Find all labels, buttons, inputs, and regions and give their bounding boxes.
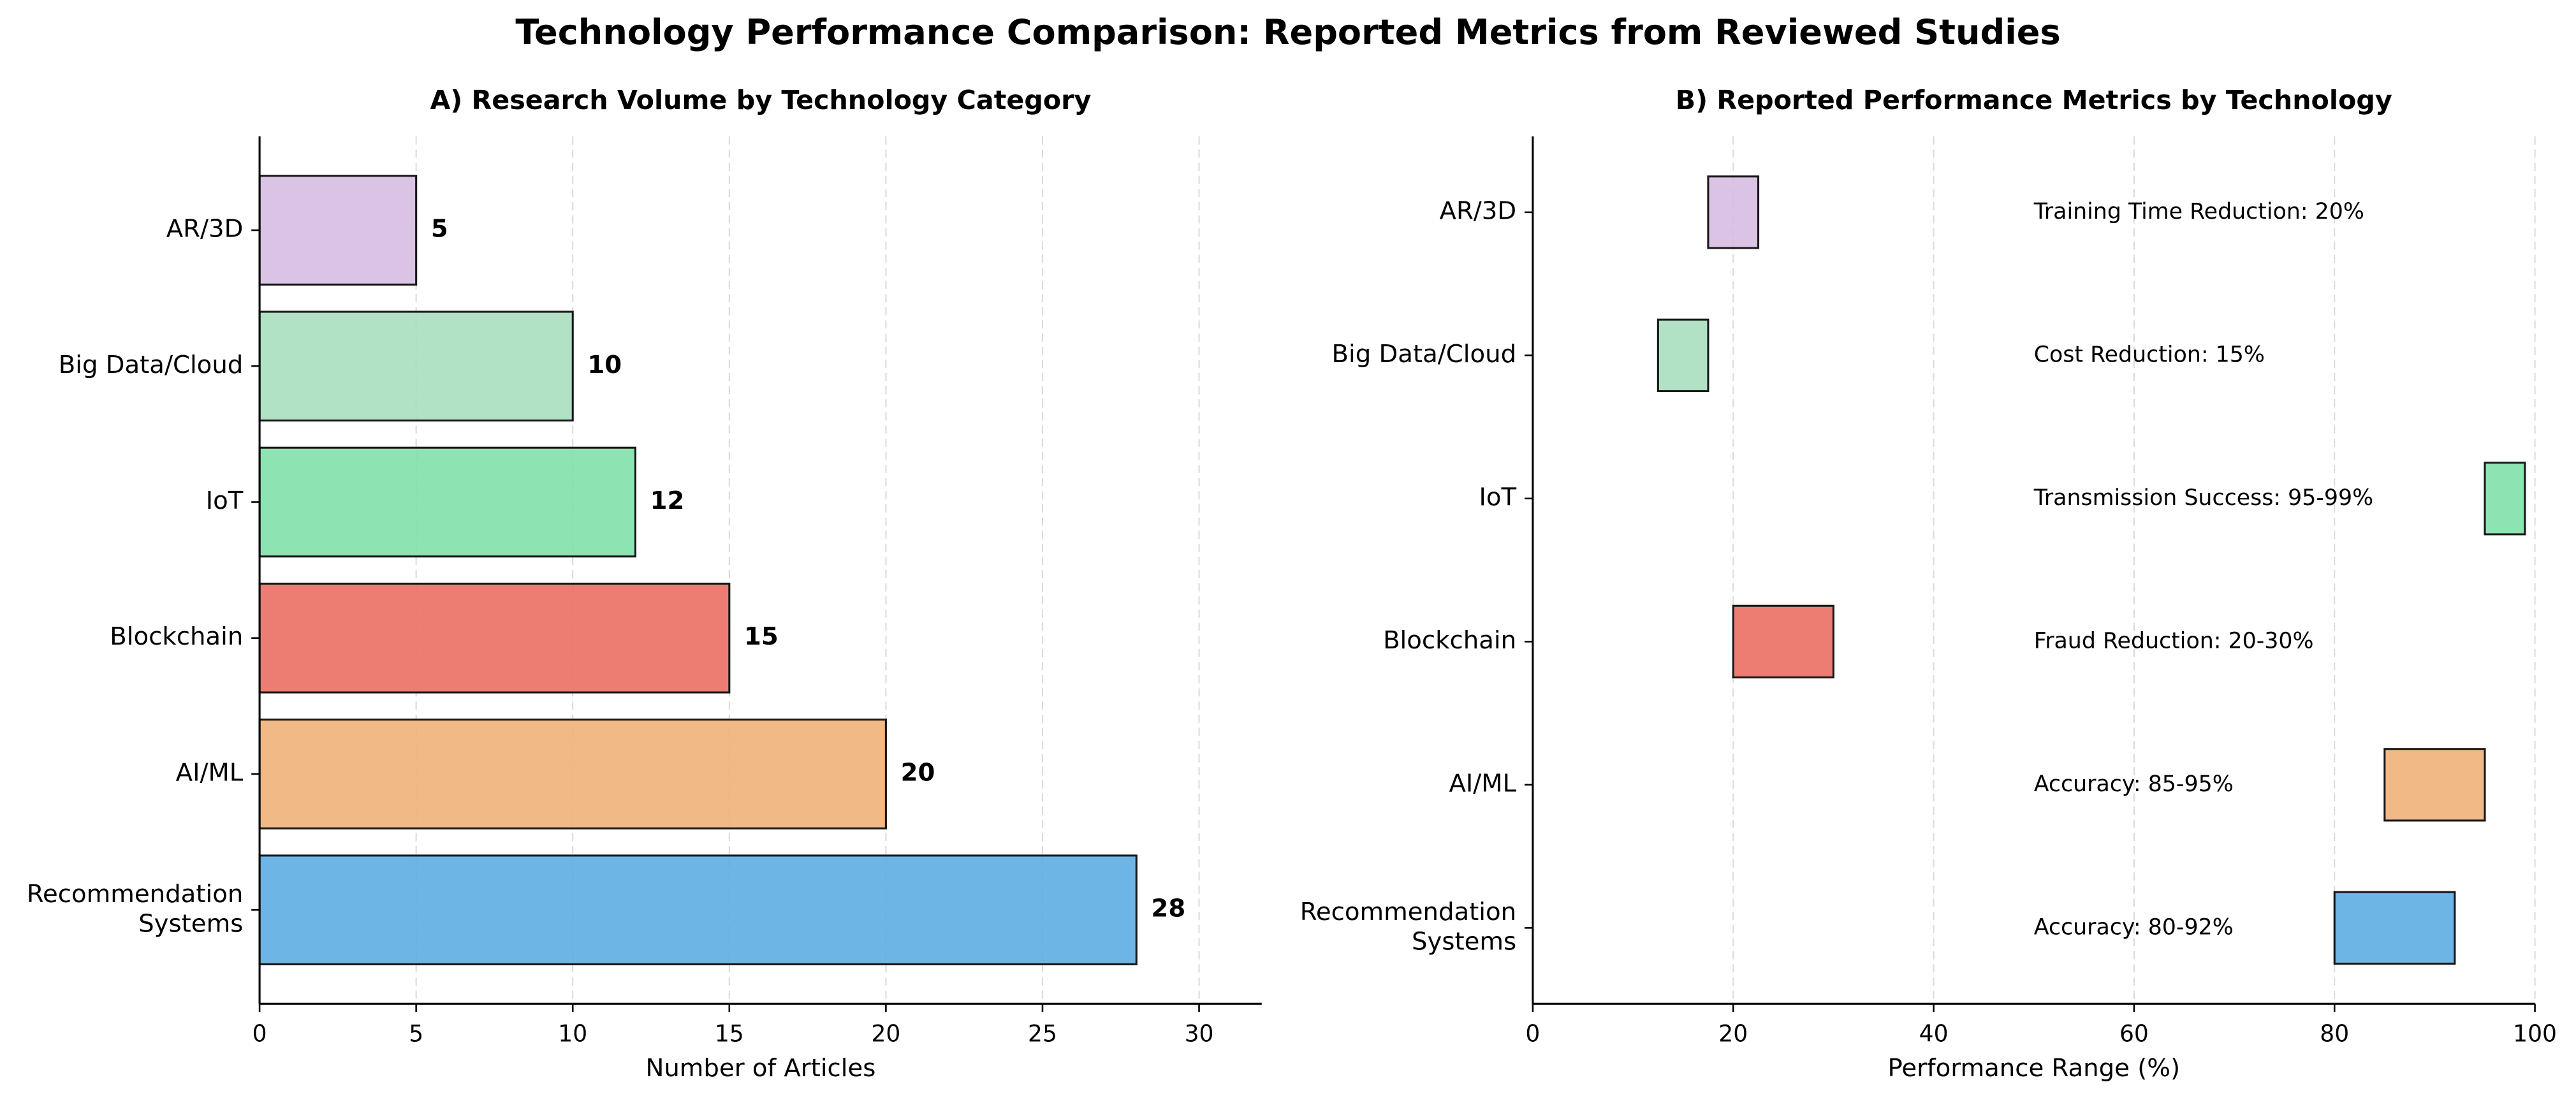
- annotation: Fraud Reduction: 20-30%: [2034, 628, 2314, 654]
- value-label: 10: [587, 351, 622, 379]
- panel-title: B) Reported Performance Metrics by Techn…: [1676, 85, 2392, 115]
- y-tick-label: Big Data/Cloud: [1332, 340, 1517, 369]
- y-tick-label: Big Data/Cloud: [59, 351, 244, 379]
- x-tick-label: 100: [2513, 1020, 2557, 1047]
- value-label: 5: [431, 215, 448, 244]
- bar: [258, 310, 574, 422]
- bar: [258, 175, 418, 286]
- x-tick-label: 0: [252, 1020, 267, 1047]
- x-tick-label: 20: [871, 1020, 900, 1047]
- value-label: 12: [650, 486, 685, 515]
- annotation: Accuracy: 85-95%: [2034, 771, 2234, 797]
- bar: [258, 854, 1138, 966]
- range-bar: [2383, 748, 2486, 822]
- value-label: 28: [1152, 895, 1186, 923]
- x-tick-label: 80: [2320, 1020, 2349, 1047]
- y-tick-label: IoT: [1479, 483, 1517, 511]
- value-label: 20: [901, 758, 935, 787]
- range-bar: [2333, 891, 2456, 965]
- range-bar: [1732, 604, 1834, 679]
- y-tick-label: Blockchain: [110, 622, 243, 651]
- bar: [258, 582, 731, 694]
- bar: [258, 719, 887, 829]
- panel-title: A) Research Volume by Technology Categor…: [430, 85, 1091, 115]
- x-tick-label: 15: [715, 1020, 744, 1047]
- x-axis-label: Number of Articles: [645, 1054, 875, 1083]
- range-bar: [1657, 318, 1709, 393]
- x-tick-label: 10: [558, 1020, 587, 1047]
- x-tick-label: 5: [409, 1020, 423, 1047]
- y-tick-label: AR/3D: [166, 215, 244, 244]
- x-tick-label: 0: [1525, 1020, 1540, 1047]
- annotation: Cost Reduction: 15%: [2034, 342, 2265, 367]
- y-tick-label: Blockchain: [1383, 626, 1516, 655]
- y-tick-label: AI/ML: [1449, 769, 1516, 798]
- annotation: Training Time Reduction: 20%: [2033, 199, 2364, 224]
- y-tick-label: AI/ML: [176, 758, 244, 787]
- range-bar: [1707, 175, 1760, 249]
- x-axis-label: Performance Range (%): [1887, 1054, 2180, 1083]
- annotation: Transmission Success: 95-99%: [2033, 485, 2373, 511]
- x-tick-label: 20: [1718, 1020, 1748, 1047]
- figure-title: Technology Performance Comparison: Repor…: [515, 12, 2060, 52]
- y-tick-label: AR/3D: [1440, 196, 1517, 225]
- y-tick-label: Recommendation Systems: [1300, 898, 1516, 956]
- x-tick-label: 25: [1028, 1020, 1057, 1047]
- y-tick-label: IoT: [206, 486, 244, 515]
- annotation: Accuracy: 80-92%: [2034, 914, 2234, 940]
- value-label: 15: [744, 622, 779, 651]
- bar: [258, 446, 637, 558]
- x-tick-label: 60: [2119, 1020, 2149, 1047]
- y-tick-label: Recommendation Systems: [27, 880, 243, 938]
- x-tick-label: 40: [1919, 1020, 1949, 1047]
- range-bar: [2484, 462, 2526, 536]
- x-tick-label: 30: [1185, 1020, 1214, 1047]
